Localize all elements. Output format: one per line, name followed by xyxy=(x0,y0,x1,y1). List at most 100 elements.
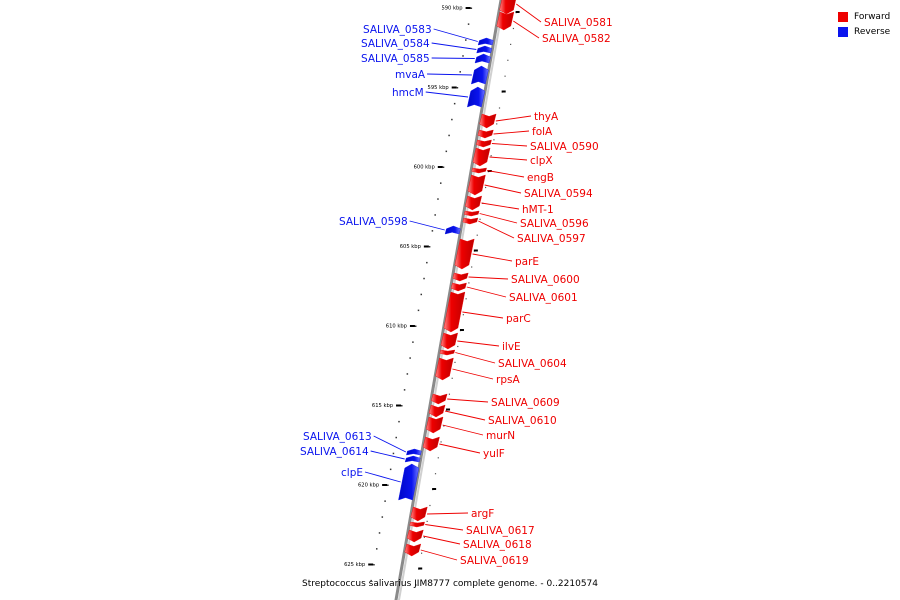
gene-saliva-0597-connector xyxy=(478,220,515,239)
gene-hmcm-arrow xyxy=(467,86,486,108)
tick-dot xyxy=(434,214,436,216)
tick-dot xyxy=(442,166,445,168)
axis-tick-label: 625 kbp xyxy=(344,562,366,568)
gene-saliva-0618-label: SALIVA_0618 xyxy=(463,539,532,551)
gene-saliva-0617-arrow xyxy=(409,521,425,528)
tick-dot xyxy=(428,246,431,248)
gene-mvaa-label: mvaA xyxy=(395,69,426,81)
gene-saliva-0613-label: SALIVA_0613 xyxy=(303,431,372,443)
gene-saliva-0590-arrow xyxy=(476,139,492,148)
gene-saliva-0584-connector xyxy=(431,42,477,50)
gene-clpx-arrow xyxy=(472,147,491,167)
tick-dot-right xyxy=(448,393,451,395)
gene-saliva-0610-label: SALIVA_0610 xyxy=(488,415,557,427)
gene-saliva-0618-connector xyxy=(423,535,461,545)
gene-hmcm-connector xyxy=(425,91,469,98)
tick-dot-right xyxy=(476,234,478,236)
axis-tick-label: 590 kbp xyxy=(441,6,463,12)
tick-dot-right xyxy=(426,520,428,522)
gene-saliva-0619-label: SALIVA_0619 xyxy=(460,555,529,567)
gene-saliva-0585-connector xyxy=(431,57,475,59)
gene-ilve-connector xyxy=(457,340,500,347)
tick-dot xyxy=(465,39,467,41)
gene-saliva-0610-arrow xyxy=(428,404,446,418)
gene-argf-arrow xyxy=(410,506,428,522)
axis-tick-mark-right xyxy=(432,488,437,490)
gene-hmcm-label: hmcM xyxy=(392,87,424,99)
tick-dot-right xyxy=(437,457,439,459)
tick-dot xyxy=(426,261,428,264)
gene-rpsa-label: rpsA xyxy=(496,374,520,386)
gene-saliva-0609-label: SALIVA_0609 xyxy=(491,397,560,409)
tick-dot-right xyxy=(429,504,431,507)
gene-saliva-0609-connector xyxy=(447,398,489,403)
gene-saliva-0585-label: SALIVA_0585 xyxy=(361,53,430,65)
tick-dot xyxy=(423,277,425,280)
gene-saliva-0604-connector xyxy=(455,352,496,364)
legend-label-reverse: Reverse xyxy=(854,26,891,37)
tick-dot xyxy=(417,309,420,312)
gene-fola-connector xyxy=(493,130,530,135)
gene-thya-arrow xyxy=(479,113,497,129)
gene-saliva-0613-arrow xyxy=(406,448,422,456)
tick-dot-right xyxy=(507,59,509,61)
tick-dot xyxy=(409,357,411,359)
tick-dot xyxy=(389,468,392,471)
axis-tick-mark xyxy=(423,245,429,248)
axis-tick-mark xyxy=(368,563,374,566)
axis-tick-label: 605 kbp xyxy=(400,244,422,250)
axis-tick-mark xyxy=(437,166,443,168)
gene-engb-arrow xyxy=(471,167,487,174)
tick-dot xyxy=(467,23,470,25)
gene-yulf-label: yulF xyxy=(483,448,505,460)
gene-saliva-0601-connector xyxy=(466,286,507,298)
gene-hmt-1-label: hMT-1 xyxy=(522,204,554,216)
gene-saliva-0583-arrow xyxy=(477,37,494,46)
tick-dot-right xyxy=(440,441,442,443)
axis-tick-label: 595 kbp xyxy=(428,85,450,91)
axis-tick-mark-right xyxy=(515,11,520,13)
gene-saliva-0604-label: SALIVA_0604 xyxy=(498,358,567,370)
tick-dot-right xyxy=(490,155,492,157)
gene-saliva-0590-label: SALIVA_0590 xyxy=(530,141,599,153)
tick-dot xyxy=(462,55,464,57)
tick-dot-right xyxy=(443,425,445,427)
gene-saliva-0590-connector xyxy=(491,143,528,147)
gene-saliva-0594-label: SALIVA_0594 xyxy=(524,188,593,200)
tick-dot xyxy=(406,373,409,375)
tick-dot xyxy=(453,102,456,105)
tick-dot xyxy=(392,452,395,455)
gene-saliva-0614-label: SALIVA_0614 xyxy=(300,446,369,458)
tick-dot-right xyxy=(493,139,495,141)
tick-dot xyxy=(378,532,381,534)
gene-saliva-0604-arrow xyxy=(439,349,456,356)
tick-dot xyxy=(403,389,406,391)
legend-swatch-reverse xyxy=(838,26,848,37)
tick-dot xyxy=(395,436,397,439)
tick-dot xyxy=(470,7,473,9)
gene-saliva-0582-connector xyxy=(513,20,540,39)
gene-ilve-arrow xyxy=(440,332,458,350)
axis-tick-mark xyxy=(382,484,388,486)
gene-parc-arrow xyxy=(443,291,466,333)
gene-fola-arrow xyxy=(477,129,494,139)
tick-dot-right xyxy=(479,218,481,220)
gene-saliva-0581-connector xyxy=(516,3,542,23)
gene-saliva-0619-connector xyxy=(420,549,458,561)
gene-saliva-0584-label: SALIVA_0584 xyxy=(361,38,430,50)
gene-saliva-0617-connector xyxy=(425,524,464,531)
gene-saliva-0601-label: SALIVA_0601 xyxy=(509,292,578,304)
axis-tick-mark xyxy=(409,325,415,327)
axis-tick-label: 610 kbp xyxy=(386,324,408,330)
tick-dot xyxy=(437,198,439,200)
gene-parc-label: parC xyxy=(506,313,531,325)
tick-dot xyxy=(398,420,400,423)
axis-tick-mark-right xyxy=(473,249,478,252)
axis-tick-label: 615 kbp xyxy=(372,403,394,409)
tick-dot-right xyxy=(457,345,459,348)
tick-dot xyxy=(439,182,442,184)
backbone-line xyxy=(394,0,503,600)
tick-dot xyxy=(451,118,453,121)
axis-tick-mark-right xyxy=(501,90,506,93)
tick-dot xyxy=(420,293,423,296)
